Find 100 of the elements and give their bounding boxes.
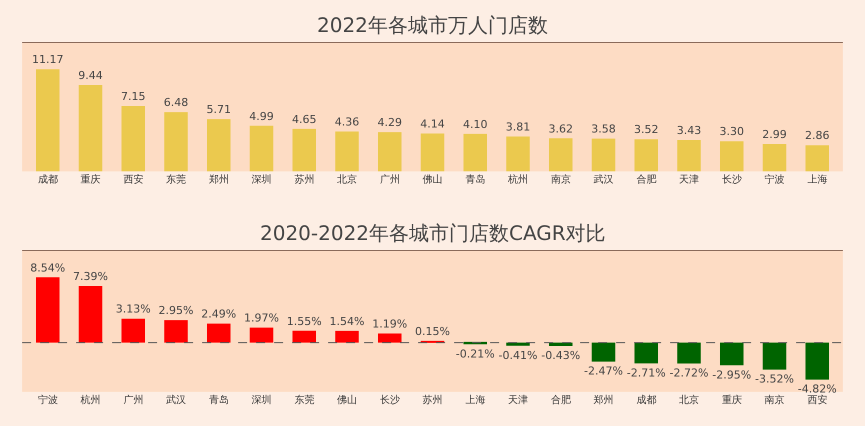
x-tick-label: 长沙 [722, 173, 742, 186]
data-label: 4.10 [463, 118, 488, 131]
x-tick-label: 北京 [679, 394, 699, 406]
bar [634, 342, 658, 364]
x-tick-label: 武汉 [594, 173, 614, 186]
x-tick-label: 西安 [807, 394, 828, 406]
data-label: -2.72% [670, 366, 708, 380]
data-label: 9.44 [78, 69, 103, 82]
bar [463, 134, 488, 172]
bar [634, 139, 658, 172]
data-label: 3.30 [720, 125, 744, 138]
data-label: 4.36 [334, 116, 360, 129]
data-label: 2.99 [762, 128, 787, 142]
x-tick-label: 重庆 [80, 173, 100, 186]
bar [762, 144, 786, 172]
x-tick-label: 杭州 [507, 173, 528, 186]
x-tick-label: 郑州 [208, 173, 229, 186]
x-tick-label: 北京 [337, 173, 357, 186]
bar [164, 112, 188, 172]
data-label: 1.97% [244, 312, 279, 325]
data-label: 4.65 [292, 112, 316, 126]
bar [292, 128, 316, 172]
bar [121, 106, 146, 172]
data-label: 3.62 [548, 122, 573, 136]
bar [206, 324, 231, 343]
x-tick-label: 杭州 [80, 394, 100, 406]
bar [378, 132, 402, 172]
data-label: 5.71 [206, 103, 231, 116]
bar [720, 141, 744, 172]
bar [805, 342, 830, 380]
data-label: 3.81 [506, 120, 530, 134]
x-tick-label: 宁波 [764, 173, 784, 186]
data-label: 8.54% [30, 261, 66, 274]
bar [78, 286, 102, 343]
x-tick-label: 合肥 [550, 394, 571, 406]
data-label: 2.95% [158, 304, 194, 318]
data-label: 6.48 [164, 96, 188, 110]
bar [121, 318, 146, 343]
x-tick-label: 天津 [679, 173, 699, 186]
data-label: -0.41% [498, 348, 538, 362]
x-tick-label: 成都 [636, 394, 656, 406]
x-tick-label: 佛山 [422, 173, 442, 186]
data-label: 3.13% [116, 302, 151, 316]
bar [250, 126, 274, 172]
bar [506, 342, 530, 346]
x-tick-label: 广州 [123, 394, 144, 406]
data-label: -2.47% [584, 364, 623, 378]
x-tick-label: 南京 [764, 394, 784, 406]
x-tick-label: 宁波 [38, 394, 58, 406]
bar [548, 138, 573, 172]
data-label: 1.19% [372, 318, 408, 331]
data-label: -2.71% [626, 366, 666, 380]
x-tick-label: 苏州 [294, 173, 314, 186]
x-tick-label: 青岛 [208, 394, 229, 406]
data-label: 7.39% [73, 270, 108, 284]
x-tick-label: 深圳 [252, 394, 272, 406]
data-label: -0.43% [541, 348, 580, 362]
data-label: 3.58 [591, 122, 616, 136]
x-tick-label: 青岛 [465, 173, 486, 186]
data-label: 0.15% [415, 324, 450, 338]
data-label: 2.49% [201, 308, 236, 321]
bar [36, 277, 60, 343]
bar [378, 334, 402, 343]
x-tick-label: 上海 [807, 173, 828, 186]
bar [292, 330, 316, 343]
x-tick-label: 深圳 [252, 173, 272, 186]
bar [420, 134, 444, 172]
data-label: 7.15 [121, 90, 146, 103]
x-tick-label: 天津 [508, 394, 528, 406]
data-label: -3.52% [755, 372, 794, 386]
x-tick-label: 东莞 [166, 173, 186, 186]
bar [36, 69, 60, 172]
x-tick-label: 长沙 [380, 394, 400, 406]
bar [164, 320, 188, 343]
x-tick-label: 郑州 [594, 394, 614, 406]
bar [506, 136, 530, 172]
x-tick-label: 武汉 [166, 394, 186, 406]
bar [206, 119, 231, 172]
x-tick-label: 西安 [123, 173, 144, 186]
chart-title: 2020-2022年各城市门店数CAGR对比 [260, 221, 606, 245]
data-label: -4.82% [798, 382, 837, 396]
bar [677, 342, 701, 364]
bar [335, 132, 359, 172]
x-tick-label: 上海 [465, 394, 486, 406]
chart-title: 2022年各城市万人门店数 [317, 13, 548, 37]
data-label: 4.99 [249, 110, 274, 123]
x-tick-label: 广州 [380, 173, 400, 186]
bar [592, 138, 616, 172]
bar [548, 342, 573, 346]
x-tick-label: 东莞 [294, 394, 314, 406]
bar [592, 342, 616, 362]
x-tick-label: 佛山 [337, 394, 357, 406]
bar [720, 342, 744, 366]
data-label: 11.17 [32, 53, 64, 66]
data-label: 4.29 [378, 116, 402, 130]
data-label: 2.86 [805, 129, 830, 142]
data-label: 1.54% [330, 314, 364, 328]
bar [78, 85, 102, 172]
bar [677, 140, 701, 172]
data-label: 4.14 [420, 118, 445, 131]
